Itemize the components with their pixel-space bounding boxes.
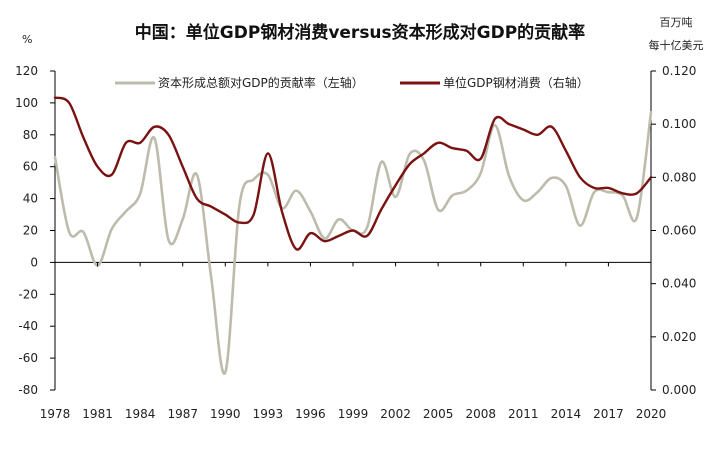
left-axis-tick-label: 80: [23, 128, 38, 142]
left-axis-tick-label: 40: [23, 192, 38, 206]
right-axis-tick-label: 0.080: [662, 170, 696, 184]
series-line-steel-per-gdp: [53, 96, 653, 251]
x-axis-tick-label: 2011: [508, 407, 539, 421]
right-axis-unit-line2: 每十亿美元: [649, 38, 704, 52]
legend: 资本形成总额对GDP的贡献率（左轴） 单位GDP钢材消费（右轴）: [115, 75, 589, 90]
left-axis-tick-label: -40: [18, 319, 38, 333]
chart-title: 中国：单位GDP钢材消费versus资本形成对GDP的贡献率: [135, 22, 585, 43]
right-axis-tick-label: 0.060: [662, 224, 696, 238]
x-axis-tick-label: 1987: [167, 407, 198, 421]
x-axis-tick-label: 1981: [82, 407, 113, 421]
right-axis-tick-label: 0.100: [662, 117, 696, 131]
left-axis-tick-label: 100: [15, 96, 38, 110]
left-axis-tick-label: -80: [18, 383, 38, 397]
right-axis-unit-line1: 百万吨: [660, 16, 693, 29]
left-axis-tick-label: -60: [18, 351, 38, 365]
x-axis-tick-label: 1984: [125, 407, 156, 421]
left-axis-unit: %: [22, 33, 32, 46]
x-axis-tick-label: 1978: [40, 407, 71, 421]
x-axis-tick-label: 2020: [636, 407, 667, 421]
legend-label-steel: 单位GDP钢材消费（右轴）: [443, 75, 589, 90]
right-axis-tick-label: 0.120: [662, 64, 696, 78]
series-line-investment-contribution: [53, 111, 653, 376]
x-axis-tick-label: 1999: [338, 407, 369, 421]
left-axis-tick-label: 0: [30, 255, 38, 269]
x-axis-tick-label: 2005: [423, 407, 454, 421]
right-axis-tick-label: 0.000: [662, 383, 696, 397]
left-axis-tick-label: 120: [15, 64, 38, 78]
left-axis-tick-label: 20: [23, 224, 38, 238]
left-axis-tick-label: -20: [18, 287, 38, 301]
left-axis-tick-label: 60: [23, 160, 38, 174]
x-axis-tick-label: 2017: [593, 407, 624, 421]
x-axis-tick-label: 2008: [465, 407, 496, 421]
right-axis-tick-label: 0.020: [662, 330, 696, 344]
x-axis-tick-label: 2002: [380, 407, 411, 421]
legend-label-investment: 资本形成总额对GDP的贡献率（左轴）: [158, 75, 364, 90]
x-axis-tick-label: 2014: [551, 407, 582, 421]
x-axis-tick-label: 1993: [253, 407, 284, 421]
x-axis-tick-label: 1990: [210, 407, 241, 421]
x-axis-tick-label: 1996: [295, 407, 326, 421]
right-axis-tick-label: 0.040: [662, 277, 696, 291]
